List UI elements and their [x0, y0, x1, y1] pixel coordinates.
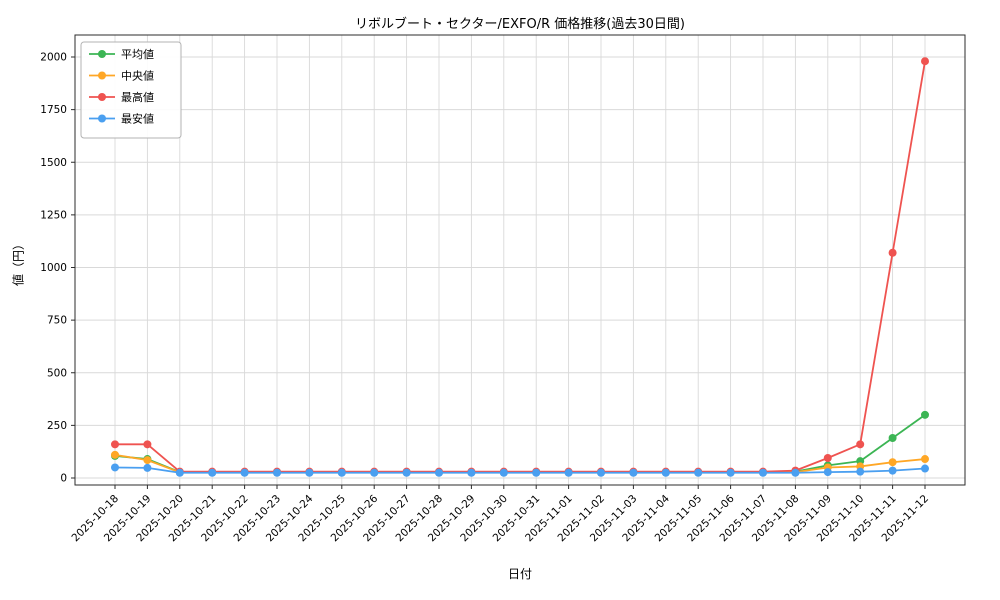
y-tick-label: 1250: [40, 209, 67, 221]
plot-border: [74, 34, 966, 486]
legend-label: 中央値: [121, 70, 154, 83]
data-point: [143, 456, 152, 465]
legend-label: 平均値: [121, 48, 154, 61]
data-point: [499, 468, 508, 477]
data-point: [921, 464, 929, 473]
data-point: [564, 468, 573, 477]
legend-marker: [98, 71, 106, 80]
data-point: [791, 468, 800, 477]
chart-title: リボルブート・セクター/EXFO/R 価格推移(過去30日間): [355, 17, 685, 32]
data-point: [402, 468, 411, 477]
data-point: [888, 466, 897, 475]
data-point: [240, 468, 249, 477]
data-point: [661, 468, 670, 477]
legend-box: [80, 41, 182, 139]
data-point: [175, 468, 184, 477]
y-tick-label: 0: [60, 473, 67, 485]
data-point: [370, 468, 379, 477]
data-point: [921, 455, 929, 464]
legend-marker: [98, 114, 106, 123]
data-point: [597, 468, 605, 477]
data-point: [823, 468, 832, 477]
data-point: [888, 458, 897, 467]
data-point: [337, 468, 346, 477]
data-point: [888, 248, 897, 257]
data-point: [111, 440, 119, 449]
y-tick-label: 2000: [40, 52, 67, 64]
legend-label: 最高値: [121, 90, 154, 104]
y-tick-label: 1750: [40, 104, 67, 116]
series-line: [114, 466, 926, 474]
data-point: [143, 463, 152, 472]
series-line: [115, 61, 926, 473]
data-point: [726, 468, 735, 477]
data-point: [273, 468, 281, 477]
data-point: [111, 463, 119, 472]
series-2: [111, 57, 929, 476]
y-tick-label: 1500: [40, 157, 67, 169]
data-point: [208, 468, 217, 477]
data-point: [888, 434, 897, 443]
data-point: [856, 467, 865, 476]
data-point: [435, 468, 443, 477]
data-point: [823, 454, 832, 463]
y-tick-label: 250: [47, 420, 67, 432]
y-tick-label: 750: [47, 315, 67, 327]
axis-ticks: [71, 56, 926, 489]
data-point: [467, 468, 476, 477]
series-line: [114, 414, 926, 474]
data-point: [921, 57, 929, 66]
data-point: [532, 468, 541, 477]
y-tick-label: 500: [47, 367, 67, 379]
data-point: [856, 440, 865, 449]
data-point: [629, 468, 638, 477]
legend-marker: [98, 93, 106, 101]
data-point: [305, 468, 314, 477]
grid-lines: [75, 35, 965, 485]
legend-label: 最安値: [121, 112, 154, 126]
y-tick-label: 1000: [40, 262, 67, 274]
data-point: [143, 440, 152, 449]
data-point: [111, 450, 119, 459]
legend-marker: [98, 50, 106, 58]
x-axis-label: 日付: [507, 567, 532, 581]
data-point: [694, 468, 703, 477]
data-point: [759, 468, 767, 477]
series-3: [111, 463, 929, 477]
data-point: [921, 410, 929, 419]
